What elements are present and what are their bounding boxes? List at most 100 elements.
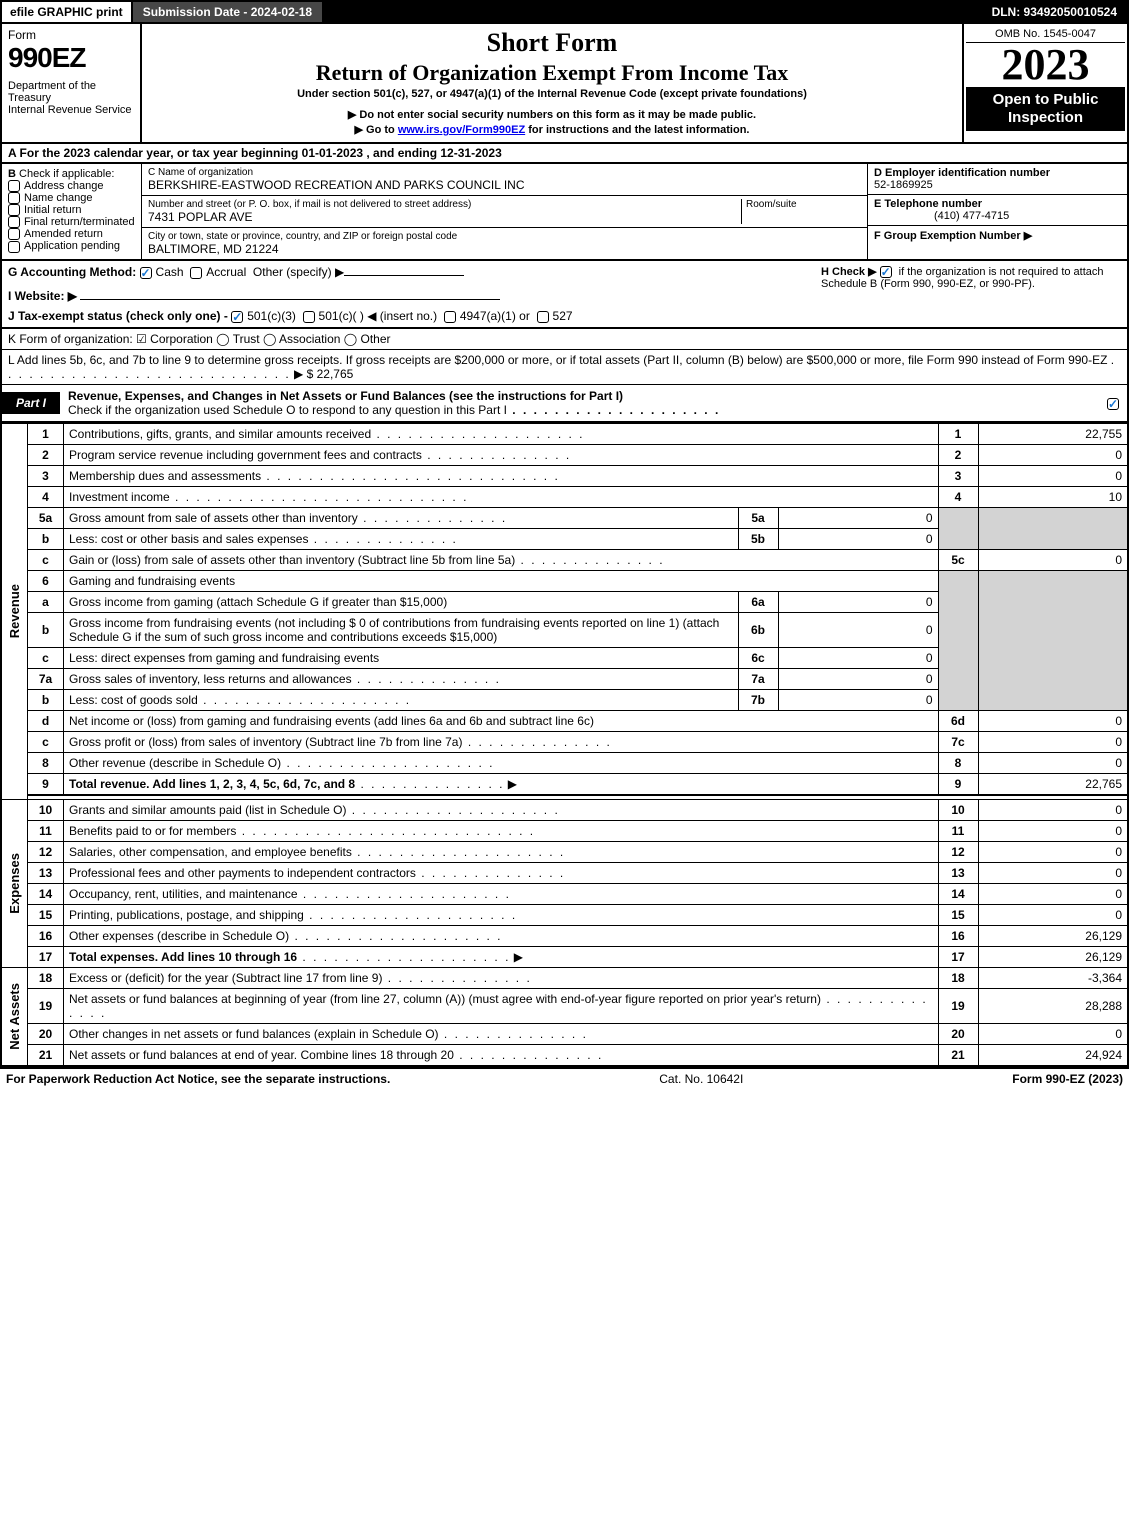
i-label: I Website: ▶ bbox=[8, 289, 77, 303]
website-field[interactable] bbox=[80, 299, 500, 300]
chk-accrual[interactable] bbox=[190, 267, 202, 279]
line8-value: 0 bbox=[978, 753, 1128, 774]
line7a-value: 0 bbox=[778, 669, 938, 690]
line4-value: 10 bbox=[978, 487, 1128, 508]
line15-value: 0 bbox=[978, 904, 1128, 925]
col-b: B Check if applicable: Address change Na… bbox=[2, 164, 142, 259]
header-right: OMB No. 1545-0047 2023 Open to Public In… bbox=[962, 24, 1127, 142]
other-specify[interactable] bbox=[344, 275, 464, 276]
line19-value: 28,288 bbox=[978, 988, 1128, 1023]
line6a-value: 0 bbox=[778, 592, 938, 613]
line12-value: 0 bbox=[978, 841, 1128, 862]
chk-cash[interactable] bbox=[140, 267, 152, 279]
part1-table: Revenue 1 Contributions, gifts, grants, … bbox=[0, 423, 1129, 1067]
row-l-text: L Add lines 5b, 6c, and 7b to line 9 to … bbox=[8, 353, 1107, 367]
part1-tab: Part I bbox=[2, 392, 60, 414]
line1-value: 22,755 bbox=[978, 424, 1128, 445]
line10-value: 0 bbox=[978, 799, 1128, 820]
sidebar-expenses: Expenses bbox=[1, 799, 28, 967]
dept-treasury: Department of the Treasury bbox=[8, 80, 134, 104]
footer-right: Form 990-EZ (2023) bbox=[1012, 1072, 1123, 1086]
open-public: Open to Public Inspection bbox=[966, 87, 1125, 131]
line20-value: 0 bbox=[978, 1023, 1128, 1044]
org-city: BALTIMORE, MD 21224 bbox=[148, 242, 861, 256]
chk-part1-schedO[interactable] bbox=[1107, 398, 1119, 410]
room-label: Room/suite bbox=[741, 199, 861, 224]
subtitle: Under section 501(c), 527, or 4947(a)(1)… bbox=[148, 88, 956, 100]
line14-value: 0 bbox=[978, 883, 1128, 904]
form-id-block: Form 990EZ Department of the Treasury In… bbox=[2, 24, 142, 142]
ein: 52-1869925 bbox=[874, 179, 933, 191]
note-ssn: ▶ Do not enter social security numbers o… bbox=[148, 108, 956, 121]
row-k: K Form of organization: ☑ Corporation ◯ … bbox=[0, 329, 1129, 350]
j-label: J Tax-exempt status (check only one) - bbox=[8, 309, 228, 323]
chk-4947[interactable] bbox=[444, 311, 456, 323]
dln: DLN: 93492050010524 bbox=[982, 2, 1127, 22]
h-label: H Check ▶ bbox=[821, 266, 877, 278]
chk-final-return[interactable] bbox=[8, 216, 20, 228]
section-ghij: G Accounting Method: Cash Accrual Other … bbox=[0, 261, 1129, 329]
row-a-period: A For the 2023 calendar year, or tax yea… bbox=[0, 144, 1129, 164]
line9-value: 22,765 bbox=[978, 774, 1128, 796]
chk-name-change[interactable] bbox=[8, 192, 20, 204]
sidebar-revenue: Revenue bbox=[1, 424, 28, 800]
row-l: L Add lines 5b, 6c, and 7b to line 9 to … bbox=[0, 350, 1129, 384]
page-footer: For Paperwork Reduction Act Notice, see … bbox=[0, 1067, 1129, 1089]
org-name: BERKSHIRE-EASTWOOD RECREATION AND PARKS … bbox=[148, 178, 861, 192]
line13-value: 0 bbox=[978, 862, 1128, 883]
form-header: Form 990EZ Department of the Treasury In… bbox=[0, 24, 1129, 144]
line3-value: 0 bbox=[978, 466, 1128, 487]
line5b-value: 0 bbox=[778, 529, 938, 550]
chk-address-change[interactable] bbox=[8, 180, 20, 192]
line7c-value: 0 bbox=[978, 732, 1128, 753]
chk-initial-return[interactable] bbox=[8, 204, 20, 216]
irs-label: Internal Revenue Service bbox=[8, 104, 134, 116]
line17-value: 26,129 bbox=[978, 946, 1128, 967]
e-label: E Telephone number bbox=[874, 198, 982, 210]
chk-application-pending[interactable] bbox=[8, 241, 20, 253]
city-label: City or town, state or province, country… bbox=[148, 231, 861, 242]
line5a-value: 0 bbox=[778, 508, 938, 529]
line2-value: 0 bbox=[978, 445, 1128, 466]
note-goto: ▶ Go to www.irs.gov/Form990EZ for instru… bbox=[148, 123, 956, 136]
efile-print: efile GRAPHIC print bbox=[2, 2, 131, 22]
line11-value: 0 bbox=[978, 820, 1128, 841]
chk-amended-return[interactable] bbox=[8, 228, 20, 240]
footer-catno: Cat. No. 10642I bbox=[390, 1072, 1012, 1086]
phone: (410) 477-4715 bbox=[874, 210, 1009, 222]
org-street: 7431 POPLAR AVE bbox=[148, 210, 741, 224]
line5c-value: 0 bbox=[978, 550, 1128, 571]
footer-left: For Paperwork Reduction Act Notice, see … bbox=[6, 1072, 390, 1086]
sidebar-netassets: Net Assets bbox=[1, 967, 28, 1066]
chk-501c[interactable] bbox=[303, 311, 315, 323]
irs-link[interactable]: www.irs.gov/Form990EZ bbox=[398, 124, 525, 136]
line6b-value: 0 bbox=[778, 613, 938, 648]
submission-date: Submission Date - 2024-02-18 bbox=[131, 2, 322, 22]
part1-title: Revenue, Expenses, and Changes in Net As… bbox=[68, 385, 1103, 421]
return-title: Return of Organization Exempt From Incom… bbox=[148, 60, 956, 86]
g-label: G Accounting Method: bbox=[8, 265, 136, 279]
line6d-value: 0 bbox=[978, 711, 1128, 732]
line16-value: 26,129 bbox=[978, 925, 1128, 946]
section-h: H Check ▶ if the organization is not req… bbox=[821, 265, 1121, 323]
chk-527[interactable] bbox=[537, 311, 549, 323]
f-label: F Group Exemption Number ▶ bbox=[874, 230, 1032, 242]
chk-h[interactable] bbox=[880, 266, 892, 278]
line6c-value: 0 bbox=[778, 648, 938, 669]
chk-501c3[interactable] bbox=[231, 311, 243, 323]
c-name-label: C Name of organization bbox=[148, 167, 861, 178]
form-title-block: Short Form Return of Organization Exempt… bbox=[142, 24, 962, 142]
row-l-amount: $ 22,765 bbox=[307, 367, 354, 381]
tax-year: 2023 bbox=[966, 43, 1125, 87]
short-form-title: Short Form bbox=[148, 28, 956, 58]
b-label: B bbox=[8, 168, 16, 180]
street-label: Number and street (or P. O. box, if mail… bbox=[148, 199, 741, 210]
d-label: D Employer identification number bbox=[874, 167, 1050, 179]
info-grid: B Check if applicable: Address change Na… bbox=[0, 164, 1129, 261]
line21-value: 24,924 bbox=[978, 1044, 1128, 1066]
form-label: Form bbox=[8, 28, 134, 42]
efile-topbar: efile GRAPHIC print Submission Date - 20… bbox=[0, 0, 1129, 24]
part1-header: Part I Revenue, Expenses, and Changes in… bbox=[0, 384, 1129, 423]
col-c: C Name of organization BERKSHIRE-EASTWOO… bbox=[142, 164, 867, 259]
b-check-label: Check if applicable: bbox=[19, 168, 114, 180]
